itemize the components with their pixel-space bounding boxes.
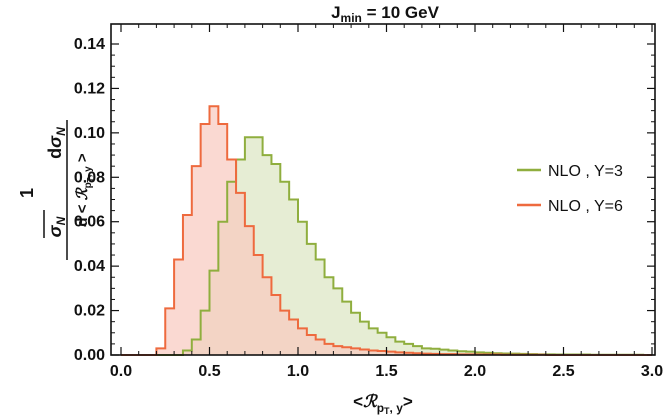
y-tick-label: 0.04 <box>74 258 105 275</box>
y-tick-label: 0.02 <box>74 303 105 320</box>
x-tick-label: 2.5 <box>552 363 574 380</box>
y-axis-title-dsigma: dσN <box>45 127 68 159</box>
y-axis-title-denominator: d < ℛpT, y > <box>74 153 95 227</box>
x-tick-label: 2.0 <box>464 363 486 380</box>
chart-title-main: J <box>331 3 340 22</box>
y-tick-label: 0.06 <box>74 214 105 231</box>
y-axis-title-sigma-bottom: σN <box>45 216 68 237</box>
chart-title: Jmin = 10 GeV <box>331 3 439 25</box>
x-axis-ticks: 0.0 0.5 1.0 1.5 2.0 2.5 3.0 <box>110 24 663 380</box>
y-tick-label: 0.10 <box>74 125 105 142</box>
x-tick-label: 3.0 <box>641 363 663 380</box>
x-tick-label: 0.5 <box>198 363 220 380</box>
x-tick-label: 1.5 <box>375 363 397 380</box>
histogram-fills <box>121 106 652 355</box>
legend: NLO , Y=3 NLO , Y=6 <box>517 163 623 215</box>
y-axis-ticks: 0.00 0.02 0.04 0.06 0.08 0.10 0.12 0.14 <box>74 36 655 364</box>
y-axis-title-one: 1 <box>17 188 37 198</box>
x-tick-label: 0.0 <box>110 363 132 380</box>
y-tick-label: 0.14 <box>74 36 105 53</box>
legend-label-y3: NLO , Y=3 <box>548 163 623 180</box>
chart-title-rest: = 10 GeV <box>362 3 440 22</box>
y-tick-label: 0.08 <box>74 169 105 186</box>
chart-title-subscript: min <box>341 11 362 25</box>
x-axis-title: <ℛpT, y> <box>353 392 413 416</box>
y-tick-label: 0.12 <box>74 80 105 97</box>
plot-frame <box>110 23 656 356</box>
x-tick-label: 1.0 <box>287 363 309 380</box>
histogram-fill-y6 <box>121 106 652 355</box>
legend-label-y6: NLO , Y=6 <box>548 198 623 215</box>
y-tick-label: 0.00 <box>74 347 105 364</box>
